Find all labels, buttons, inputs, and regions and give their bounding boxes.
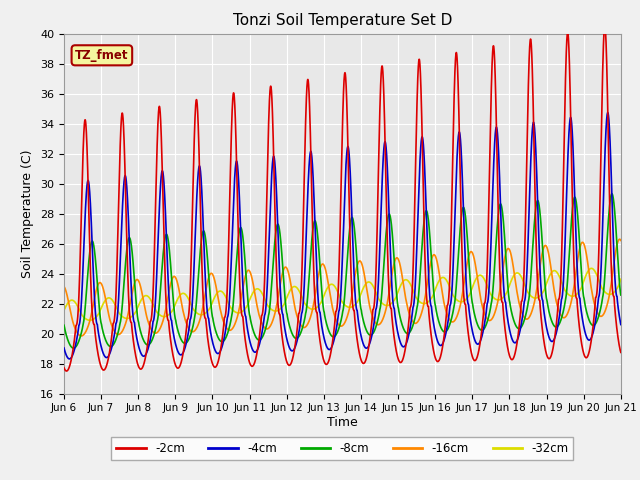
-16cm [616,236,623,242]
-32cm [324,285,332,290]
Line: -8cm: -8cm [64,194,621,348]
-2cm [587,342,595,348]
-8cm [467,289,475,295]
-4cm [617,322,625,327]
-8cm [617,292,625,298]
-16cm [60,284,68,289]
-16cm [587,281,595,287]
-16cm [467,249,475,254]
-32cm [467,288,475,294]
Line: -2cm: -2cm [64,25,621,371]
-32cm [483,282,491,288]
-2cm [467,348,475,354]
-4cm [467,321,475,327]
-32cm [86,317,93,323]
-32cm [588,265,595,271]
X-axis label: Time: Time [327,416,358,429]
-16cm [594,310,602,315]
-2cm [60,365,68,371]
-2cm [250,363,257,369]
-2cm [324,360,332,366]
-4cm [587,336,595,342]
Title: Tonzi Soil Temperature Set D: Tonzi Soil Temperature Set D [233,13,452,28]
-32cm [594,274,602,280]
Line: -32cm: -32cm [64,268,621,320]
-16cm [77,333,85,339]
-8cm [70,345,77,351]
-4cm [250,348,257,354]
-2cm [617,349,625,355]
-8cm [60,323,68,328]
-8cm [594,317,602,323]
Line: -16cm: -16cm [64,239,621,336]
-2cm [594,283,602,289]
-32cm [617,276,625,282]
-8cm [483,320,491,326]
-4cm [483,304,491,310]
-4cm [65,356,73,362]
Y-axis label: Soil Temperature (C): Soil Temperature (C) [22,149,35,278]
Text: TZ_fmet: TZ_fmet [75,49,129,62]
-8cm [250,328,257,334]
Line: -4cm: -4cm [64,112,621,359]
-16cm [250,281,257,287]
-32cm [250,289,257,295]
-8cm [587,320,595,326]
-4cm [324,346,332,351]
-8cm [324,324,332,330]
-8cm [608,191,616,197]
-32cm [587,265,595,271]
-16cm [324,276,332,282]
-2cm [483,276,491,282]
-16cm [483,315,491,321]
-4cm [604,109,612,115]
-2cm [63,368,70,374]
-2cm [601,23,609,28]
-4cm [60,345,68,351]
-16cm [617,238,625,243]
-32cm [60,308,68,313]
Legend: -2cm, -4cm, -8cm, -16cm, -32cm: -2cm, -4cm, -8cm, -16cm, -32cm [111,437,573,460]
-4cm [594,305,602,311]
